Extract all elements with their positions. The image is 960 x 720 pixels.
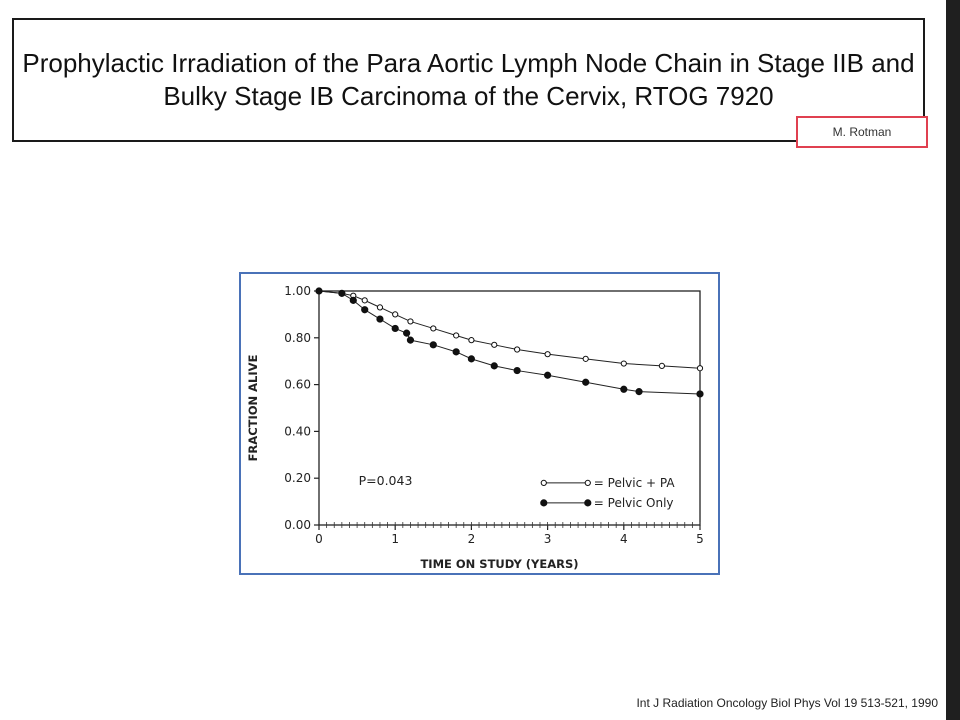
plot-area — [318, 290, 701, 526]
data-point-pelvic-pa — [453, 332, 460, 339]
data-point-pelvic-only — [490, 362, 498, 370]
data-point-pelvic-only — [403, 329, 411, 337]
series-line — [318, 290, 701, 395]
data-point-pelvic-only — [429, 341, 437, 349]
y-tick-label: 0.20 — [284, 471, 311, 485]
author-tag: M. Rotman — [796, 116, 928, 148]
x-tick-label: 4 — [620, 532, 628, 546]
data-point-pelvic-pa — [696, 365, 704, 372]
data-point-pelvic-only — [582, 378, 590, 386]
data-point-pelvic-only — [406, 336, 415, 344]
data-point-pelvic-only — [696, 390, 704, 398]
y-axis-label: FRACTION ALIVE — [246, 354, 260, 461]
title-box: Prophylactic Irradiation of the Para Aor… — [12, 18, 925, 142]
data-point-pelvic-only — [467, 355, 475, 363]
x-axis-label: TIME ON STUDY (YEARS) — [420, 557, 578, 571]
data-point-pelvic-only — [338, 289, 346, 297]
x-tick-label: 2 — [468, 532, 476, 546]
data-point-pelvic-pa — [620, 360, 627, 367]
data-point-pelvic-pa — [491, 341, 498, 348]
data-point-pelvic-only — [544, 371, 552, 379]
legend-label: = Pelvic + PA — [594, 476, 676, 490]
data-point-pelvic-only — [452, 348, 460, 356]
data-point-pelvic-pa — [658, 362, 665, 369]
data-point-pelvic-only — [620, 385, 628, 393]
data-point-pelvic-pa — [544, 351, 551, 358]
chart-frame: 0.00 0.20 0.40 0.60 0.80 1.00 0 1 2 3 4 5 TIME ON ST… — [239, 272, 720, 575]
x-tick-label: 3 — [544, 532, 552, 546]
data-point-pelvic-only — [635, 388, 643, 396]
data-point-pelvic-pa — [468, 337, 475, 344]
data-point-pelvic-pa — [392, 311, 399, 318]
data-point-pelvic-pa — [430, 325, 437, 332]
series-line — [318, 290, 701, 369]
legend-marker — [540, 479, 547, 486]
x-tick-label: 1 — [391, 532, 399, 546]
survival-chart: 0.00 0.20 0.40 0.60 0.80 1.00 0 1 2 3 4 5 TIME ON ST… — [246, 284, 704, 571]
citation: Int J Radiation Oncology Biol Phys Vol 1… — [636, 696, 938, 710]
legend-marker — [540, 499, 548, 507]
right-accent-bar — [946, 0, 960, 720]
data-point-pelvic-only — [361, 306, 369, 314]
legend-marker — [584, 499, 592, 507]
data-point-pelvic-pa — [376, 304, 384, 311]
data-point-pelvic-only — [376, 315, 384, 323]
data-point-pelvic-pa — [514, 346, 521, 353]
data-point-pelvic-pa — [407, 318, 414, 325]
data-point-pelvic-only — [391, 324, 399, 333]
x-tick-label: 5 — [696, 532, 704, 546]
y-tick-label: 0.00 — [284, 518, 311, 532]
data-point-pelvic-only — [349, 296, 357, 304]
p-value-annotation: P=0.043 — [359, 473, 413, 488]
y-tick-label: 1.00 — [284, 284, 311, 298]
y-tick-label: 0.60 — [284, 378, 311, 392]
legend-marker — [584, 479, 591, 486]
data-point-pelvic-only — [315, 287, 323, 295]
y-tick-label: 0.80 — [284, 331, 311, 345]
y-tick-label: 0.40 — [284, 424, 311, 438]
data-point-pelvic-pa — [361, 297, 368, 304]
data-point-pelvic-only — [513, 366, 521, 375]
data-point-pelvic-pa — [582, 355, 589, 362]
legend-label: = Pelvic Only — [594, 496, 674, 510]
slide-title: Prophylactic Irradiation of the Para Aor… — [22, 48, 915, 111]
x-tick-label: 0 — [315, 532, 323, 546]
